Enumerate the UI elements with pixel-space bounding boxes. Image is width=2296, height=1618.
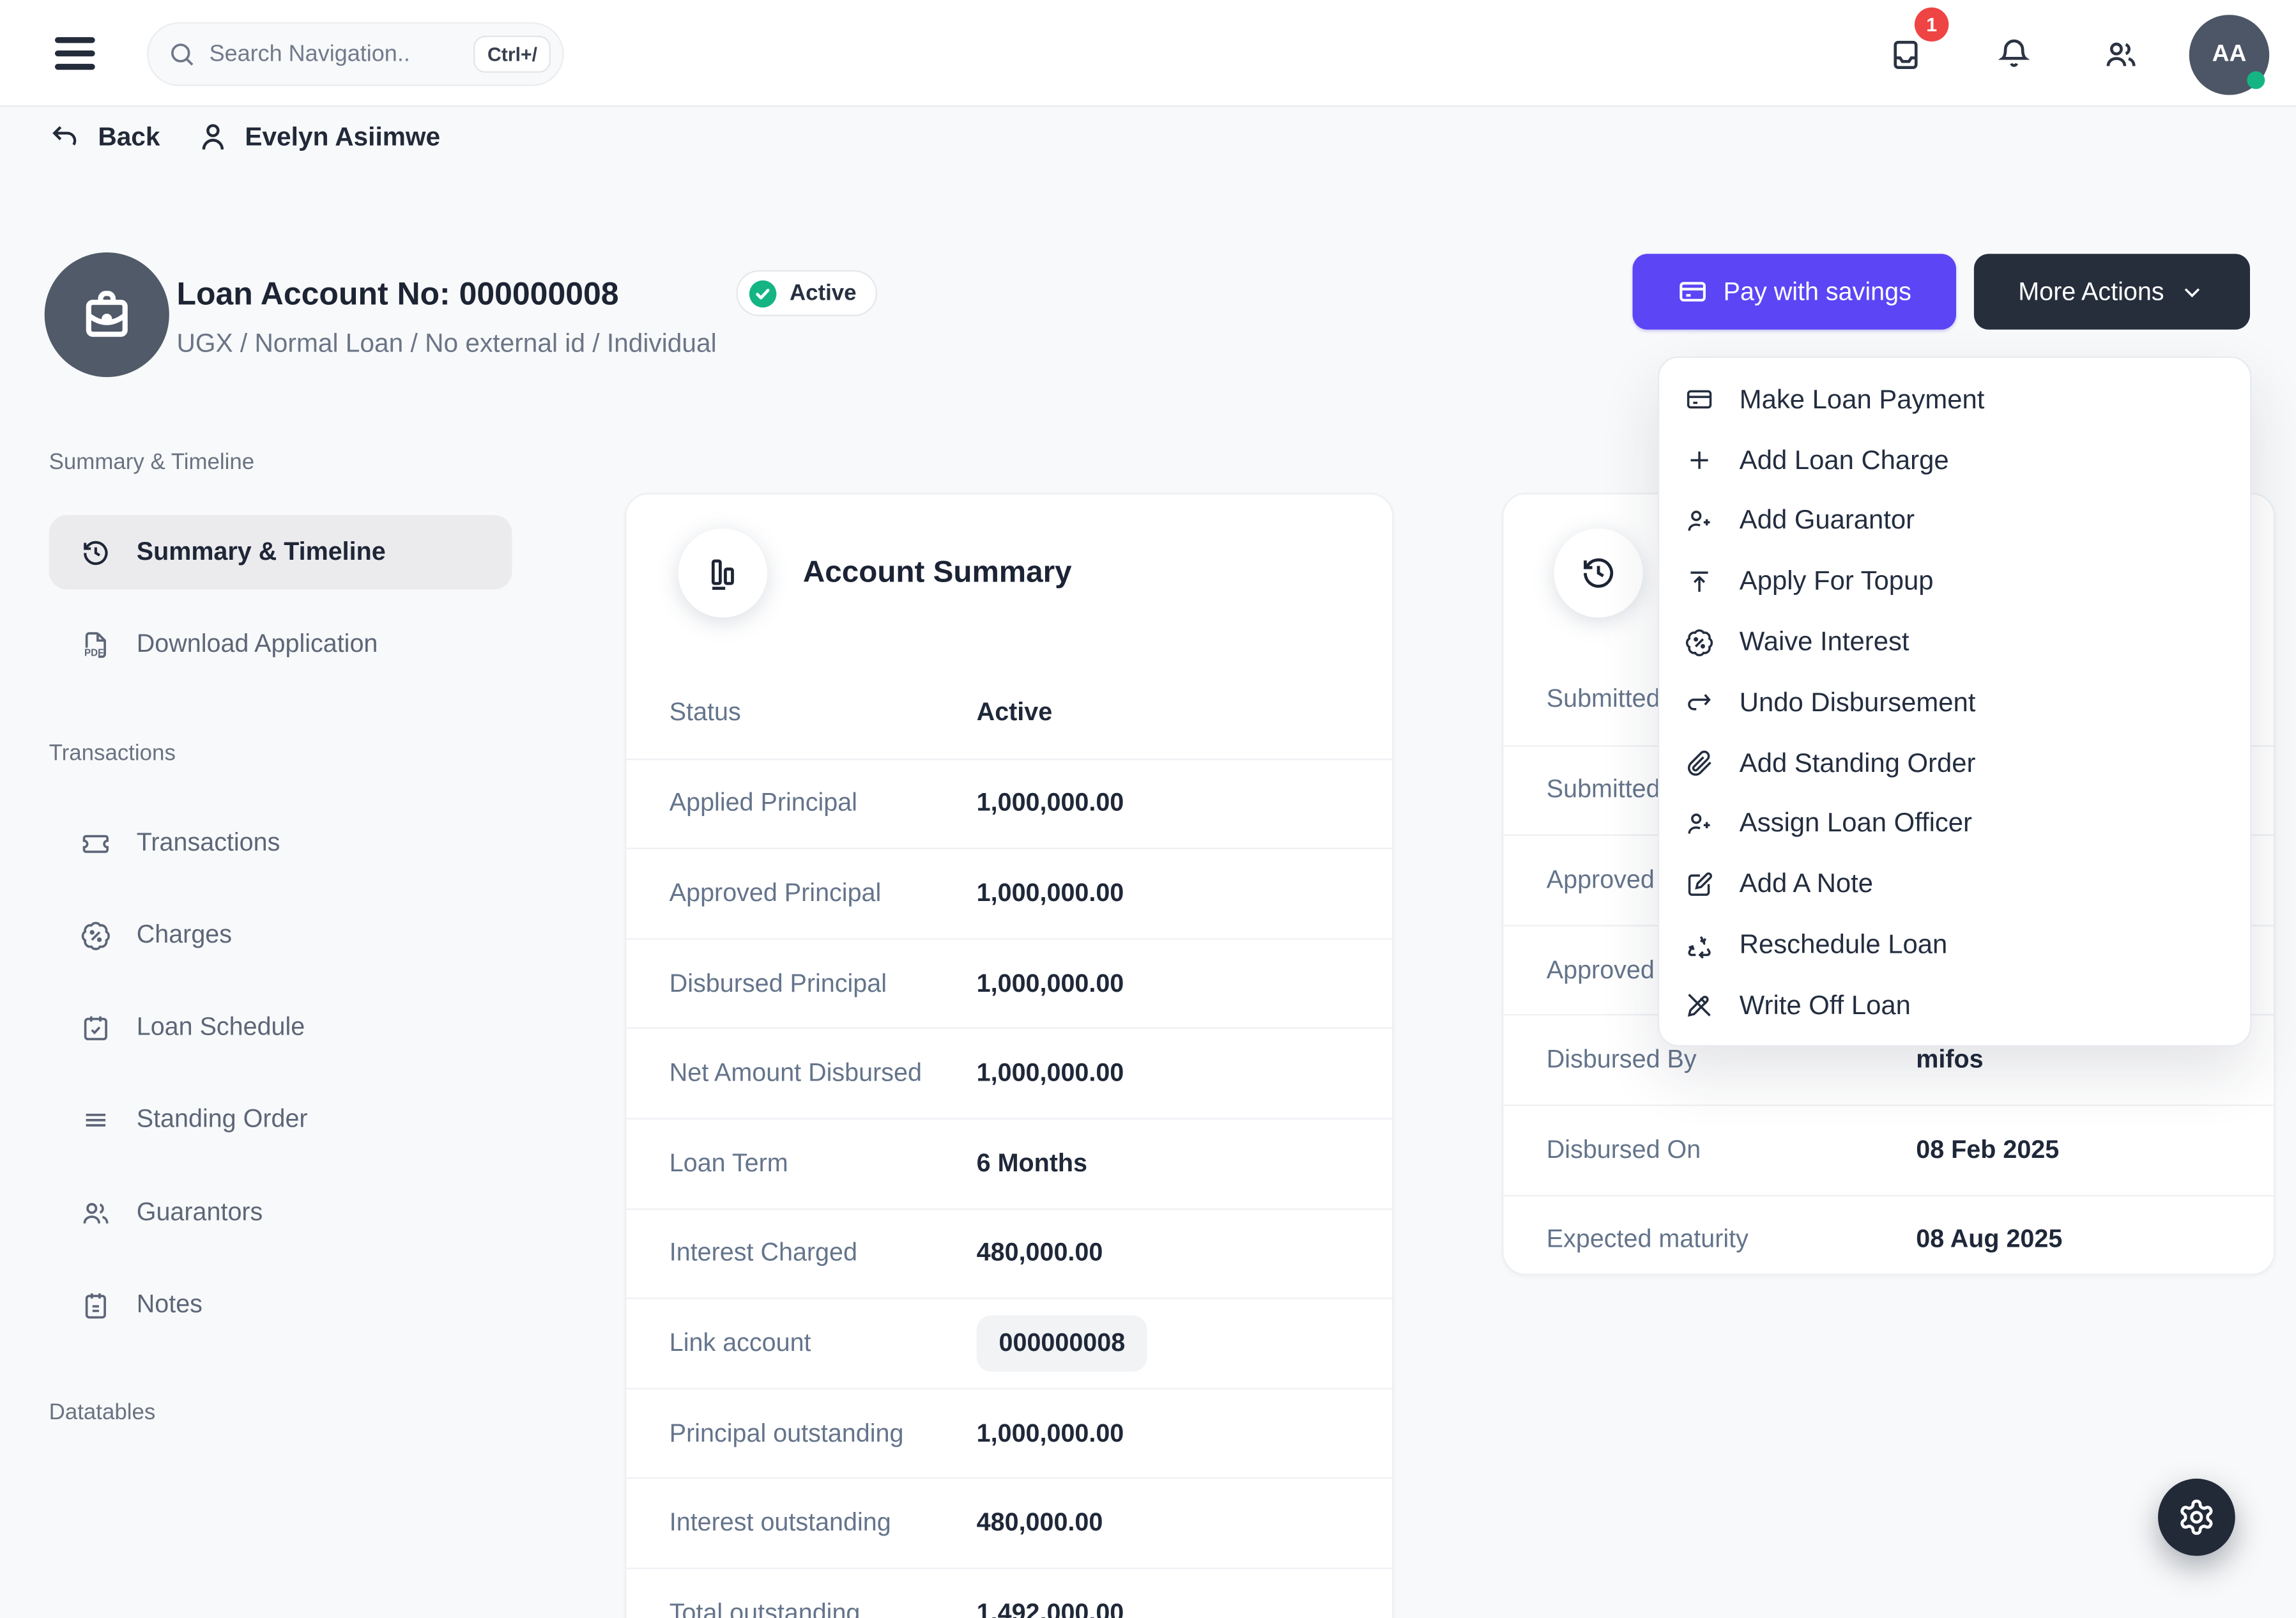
- loan-account-avatar: [44, 252, 169, 378]
- breadcrumb: Back Evelyn Asiimwe: [0, 107, 2296, 211]
- menu-item-add-guarantor[interactable]: Add Guarantor: [1659, 491, 2250, 551]
- top-bar: Search Navigation.. Ctrl+/ 1 AA: [0, 0, 2296, 107]
- table-row: Disbursed On 08 Feb 2025: [1503, 1104, 2274, 1194]
- link-account-chip[interactable]: 000000008: [976, 1315, 1148, 1372]
- table-row: Expected maturity 08 Aug 2025: [1503, 1194, 2274, 1274]
- pay-with-savings-button[interactable]: Pay with savings: [1632, 254, 1956, 330]
- avatar[interactable]: AA: [2189, 15, 2270, 95]
- menu-item-reschedule-loan[interactable]: Reschedule Loan: [1659, 914, 2250, 975]
- more-actions-label: More Actions: [2018, 277, 2164, 305]
- users-icon[interactable]: [2103, 37, 2139, 73]
- menu-item-write-off-loan[interactable]: Write Off Loan: [1659, 975, 2250, 1036]
- badge-percent-icon: [1685, 628, 1714, 657]
- bar-chart-icon: [678, 528, 768, 618]
- user-plus-icon: [1685, 809, 1714, 838]
- undo-arrow-icon: [1685, 688, 1714, 718]
- table-row: Interest outstanding 480,000.00: [626, 1477, 1393, 1568]
- sidebar-item-notes[interactable]: Notes: [49, 1272, 512, 1337]
- search-shortcut-badge: Ctrl+/: [474, 35, 551, 73]
- menu-item-add-standing-order[interactable]: Add Standing Order: [1659, 733, 2250, 794]
- client-name: Evelyn Asiimwe: [245, 121, 441, 151]
- bell-icon[interactable]: [1996, 37, 2032, 73]
- table-row: Disbursed Principal 1,000,000.00: [626, 937, 1393, 1028]
- table-row: Total outstanding 1,492,000.00: [626, 1568, 1393, 1618]
- history-icon: [80, 537, 111, 568]
- edit-note-icon: [1685, 870, 1714, 899]
- table-row: Interest Charged 480,000.00: [626, 1208, 1393, 1298]
- summary-rows: Status Active Applied Principal 1,000,000.…: [626, 668, 1393, 1618]
- badge-percent-icon: [80, 920, 111, 951]
- status-label: Active: [789, 281, 857, 306]
- credit-card-icon: [1678, 276, 1709, 307]
- table-row: Net Amount Disbursed 1,000,000.00: [626, 1028, 1393, 1118]
- table-row: Approved Principal 1,000,000.00: [626, 847, 1393, 938]
- sidebar-section-datatables: Datatables: [49, 1399, 156, 1426]
- more-actions-menu: Make Loan Payment Add Loan Charge Add Gu…: [1658, 356, 2252, 1047]
- hamburger-menu-icon[interactable]: [54, 37, 95, 70]
- sidebar-item-download-application[interactable]: PDF Download Application: [49, 612, 512, 677]
- menu-item-add-a-note[interactable]: Add A Note: [1659, 854, 2250, 915]
- person-icon: [196, 120, 230, 154]
- back-label: Back: [98, 121, 160, 151]
- svg-text:PDF: PDF: [84, 647, 103, 658]
- paperclip-icon: [1685, 748, 1714, 778]
- table-row-link-account: Link account 000000008: [626, 1297, 1393, 1388]
- sidebar-item-charges[interactable]: Charges: [49, 903, 512, 968]
- plus-icon: [1685, 445, 1714, 475]
- status-badge: Active: [736, 270, 878, 316]
- sidebar-item-summary-timeline[interactable]: Summary & Timeline: [49, 515, 512, 590]
- online-status-dot: [2247, 71, 2265, 89]
- sidebar-item-standing-order[interactable]: Standing Order: [49, 1087, 512, 1152]
- client-link[interactable]: Evelyn Asiimwe: [196, 120, 440, 154]
- user-plus-icon: [1685, 506, 1714, 535]
- file-pdf-icon: PDF: [80, 629, 111, 660]
- page-title: Loan Account No: 000000008: [176, 276, 619, 312]
- notepad-icon: [80, 1290, 111, 1321]
- credit-card-icon: [1685, 385, 1714, 415]
- gear-icon: [2177, 1498, 2216, 1536]
- arrow-up-from-line-icon: [1685, 567, 1714, 596]
- lines-icon: [80, 1104, 111, 1135]
- menu-item-add-loan-charge[interactable]: Add Loan Charge: [1659, 430, 2250, 491]
- briefcase-icon: [75, 284, 138, 346]
- account-summary-card: Account Summary Status Active Applied Pri…: [625, 493, 1394, 1618]
- more-actions-button[interactable]: More Actions: [1973, 254, 2250, 330]
- back-button[interactable]: Back: [49, 120, 160, 153]
- sidebar-section-transactions: Transactions: [49, 741, 176, 766]
- loan-subtitle: UGX / Normal Loan / No external id / Ind…: [176, 328, 717, 358]
- search-icon: [168, 40, 196, 68]
- inbox-count-badge: 1: [1914, 7, 1949, 42]
- calendar-check-icon: [80, 1012, 111, 1043]
- menu-item-waive-interest[interactable]: Waive Interest: [1659, 612, 2250, 673]
- table-row: Status Active: [669, 698, 1053, 727]
- pencil-off-icon: [1685, 990, 1714, 1020]
- menu-item-make-loan-payment[interactable]: Make Loan Payment: [1659, 369, 2250, 430]
- search-placeholder: Search Navigation..: [209, 40, 410, 66]
- undo-arrow-icon: [49, 120, 82, 153]
- pay-button-label: Pay with savings: [1723, 277, 1911, 305]
- menu-item-apply-for-topup[interactable]: Apply For Topup: [1659, 551, 2250, 612]
- card-title: Account Summary: [802, 555, 1072, 590]
- table-row: Principal outstanding 1,000,000.00: [626, 1387, 1393, 1478]
- sidebar-item-transactions[interactable]: Transactions: [49, 810, 512, 875]
- recycle-icon: [1685, 930, 1714, 960]
- check-circle-icon: [747, 277, 779, 309]
- settings-fab[interactable]: [2157, 1478, 2235, 1556]
- table-row: Applied Principal 1,000,000.00: [626, 758, 1393, 848]
- ticket-icon: [80, 828, 111, 859]
- sidebar-section-summary-timeline: Summary & Timeline: [49, 449, 255, 475]
- sidebar-item-loan-schedule[interactable]: Loan Schedule: [49, 995, 512, 1060]
- chevron-down-icon: [2179, 279, 2206, 305]
- table-row: Loan Term 6 Months: [626, 1118, 1393, 1208]
- menu-item-undo-disbursement[interactable]: Undo Disbursement: [1659, 672, 2250, 733]
- menu-item-assign-loan-officer[interactable]: Assign Loan Officer: [1659, 794, 2250, 854]
- users-icon: [80, 1198, 111, 1229]
- history-icon: [1554, 528, 1643, 618]
- inbox-icon[interactable]: [1888, 37, 1924, 73]
- sidebar-item-guarantors[interactable]: Guarantors: [49, 1180, 512, 1245]
- search-input[interactable]: Search Navigation.. Ctrl+/: [146, 22, 564, 86]
